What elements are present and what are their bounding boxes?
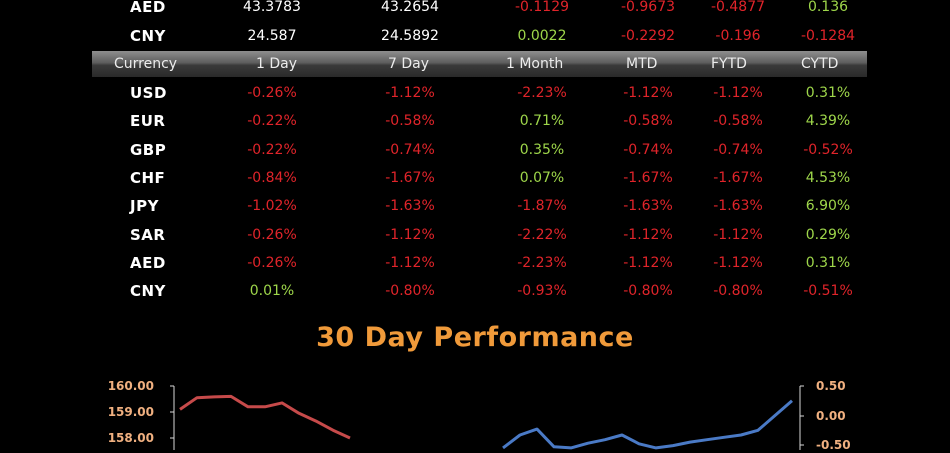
left-series-line: [179, 394, 351, 440]
left-axis-tick: 160.00: [107, 379, 154, 393]
performance-value: -1.63%: [623, 198, 673, 215]
currency-code: GBP: [130, 140, 167, 159]
performance-value: -0.26%: [247, 85, 297, 101]
performance-value: 0.31%: [805, 254, 851, 271]
left-axis-tick: 159.00: [107, 405, 154, 419]
performance-value: -1.87%: [517, 198, 567, 215]
performance-value: -0.22%: [247, 113, 297, 130]
spot-rate-row: CNY 24.587 24.5892 0.0022 -0.2292 -0.196 -0.12…: [0, 22, 950, 50]
performance-value: -0.84%: [247, 169, 297, 186]
performance-row: JPY -1.02% -1.63% -1.87% -1.63% -1.63% 6.90%: [0, 192, 950, 220]
header-1-day: 1 Day: [256, 56, 298, 72]
performance-value: -0.51%: [803, 283, 853, 300]
right-series-line: [502, 399, 793, 450]
spot-rate-value: -0.1129: [514, 0, 570, 15]
currency-code: USD: [130, 84, 167, 102]
spot-rate-value: -0.2292: [620, 28, 676, 44]
performance-value: -0.26%: [247, 254, 297, 271]
performance-value: 0.71%: [519, 113, 565, 130]
spot-rate-value: 24.587: [247, 28, 297, 44]
performance-value: -1.12%: [385, 226, 435, 243]
performance-value: -1.12%: [713, 85, 763, 101]
performance-value: -0.26%: [247, 226, 297, 243]
performance-value: 4.39%: [805, 113, 851, 130]
chart-title: 30 Day Performance: [316, 322, 634, 353]
currency-code: CNY: [130, 27, 166, 45]
performance-row: USD -0.26% -1.12% -2.23% -1.12% -1.12% 0.31%: [0, 79, 950, 107]
performance-value: -0.93%: [517, 283, 567, 300]
performance-value: 0.07%: [519, 169, 565, 186]
performance-value: -2.22%: [517, 226, 567, 243]
header-7-day: 7 Day: [388, 56, 430, 72]
performance-value: -0.58%: [385, 113, 435, 130]
spot-rate-value: 0.0022: [517, 28, 567, 44]
header-mtd: MTD: [626, 56, 658, 72]
spot-rate-value: 0.136: [807, 0, 849, 15]
performance-row: EUR -0.22% -0.58% 0.71% -0.58% -0.58% 4.39%: [0, 107, 950, 135]
spot-rate-value: 43.3783: [243, 0, 301, 15]
performance-value: -1.12%: [623, 254, 673, 271]
spot-rate-value: -0.9673: [620, 0, 676, 15]
currency-code: CHF: [130, 168, 166, 187]
currency-code: AED: [130, 0, 166, 16]
performance-value: -0.74%: [713, 141, 763, 158]
header-fytd: FYTD: [711, 56, 747, 72]
performance-value: -1.12%: [385, 254, 435, 271]
performance-value: -0.22%: [247, 141, 297, 158]
right-axis-tick: 0.00: [816, 409, 846, 423]
performance-value: -0.52%: [803, 141, 853, 158]
performance-value: -1.02%: [247, 198, 297, 215]
performance-value: -0.80%: [713, 283, 763, 300]
performance-header-bar: [92, 51, 867, 77]
performance-value: -1.12%: [385, 85, 435, 101]
performance-value: -0.74%: [385, 141, 435, 158]
currency-code: EUR: [130, 112, 166, 131]
performance-value: -2.23%: [517, 85, 567, 101]
performance-row: CNY 0.01% -0.80% -0.93% -0.80% -0.80% -0.51%: [0, 277, 950, 305]
spot-rate-row: AED 43.3783 43.2654 -0.1129 -0.9673 -0.4877 0.…: [0, 0, 950, 21]
performance-row: SAR -0.26% -1.12% -2.22% -1.12% -1.12% 0.29%: [0, 221, 950, 249]
performance-value: -1.12%: [623, 85, 673, 101]
performance-value: -1.63%: [713, 198, 763, 215]
spot-rate-value: -0.196: [715, 28, 761, 44]
header-1-month: 1 Month: [506, 56, 564, 72]
currency-code: SAR: [130, 225, 166, 244]
performance-value: -1.12%: [713, 226, 763, 243]
performance-value: -1.67%: [385, 169, 435, 186]
right-axis-tick: -0.50: [816, 438, 851, 452]
performance-value: -0.80%: [385, 283, 435, 300]
performance-value: -0.74%: [623, 141, 673, 158]
performance-value: -0.58%: [623, 113, 673, 130]
performance-value: 0.35%: [519, 141, 565, 158]
header-currency: Currency: [114, 56, 178, 72]
performance-row: CHF -0.84% -1.67% 0.07% -1.67% -1.67% 4.53%: [0, 164, 950, 192]
right-axis-tick: 0.50: [816, 379, 846, 393]
performance-row: GBP -0.22% -0.74% 0.35% -0.74% -0.74% -0.52%: [0, 136, 950, 164]
performance-value: -0.80%: [623, 283, 673, 300]
performance-value: 0.29%: [805, 226, 851, 243]
performance-value: 0.01%: [249, 283, 295, 300]
performance-value: -0.58%: [713, 113, 763, 130]
spot-rate-value: 43.2654: [381, 0, 439, 15]
performance-value: -1.12%: [713, 254, 763, 271]
performance-value: -1.63%: [385, 198, 435, 215]
performance-value: -1.67%: [623, 169, 673, 186]
spot-rate-value: -0.1284: [800, 28, 856, 44]
currency-code: AED: [130, 253, 166, 272]
performance-value: -1.12%: [623, 226, 673, 243]
performance-value: -1.67%: [713, 169, 763, 186]
currency-code: JPY: [130, 197, 159, 216]
performance-value: 0.31%: [805, 85, 851, 101]
spot-rate-value: -0.4877: [710, 0, 766, 15]
left-axis-tick: 158.00: [107, 431, 154, 445]
header-cytd: CYTD: [801, 56, 839, 72]
performance-row: AED -0.26% -1.12% -2.23% -1.12% -1.12% 0.31%: [0, 249, 950, 277]
performance-value: 6.90%: [805, 198, 851, 215]
performance-value: -2.23%: [517, 254, 567, 271]
performance-value: 4.53%: [805, 169, 851, 186]
currency-code: CNY: [130, 282, 166, 301]
spot-rate-value: 24.5892: [381, 28, 439, 44]
